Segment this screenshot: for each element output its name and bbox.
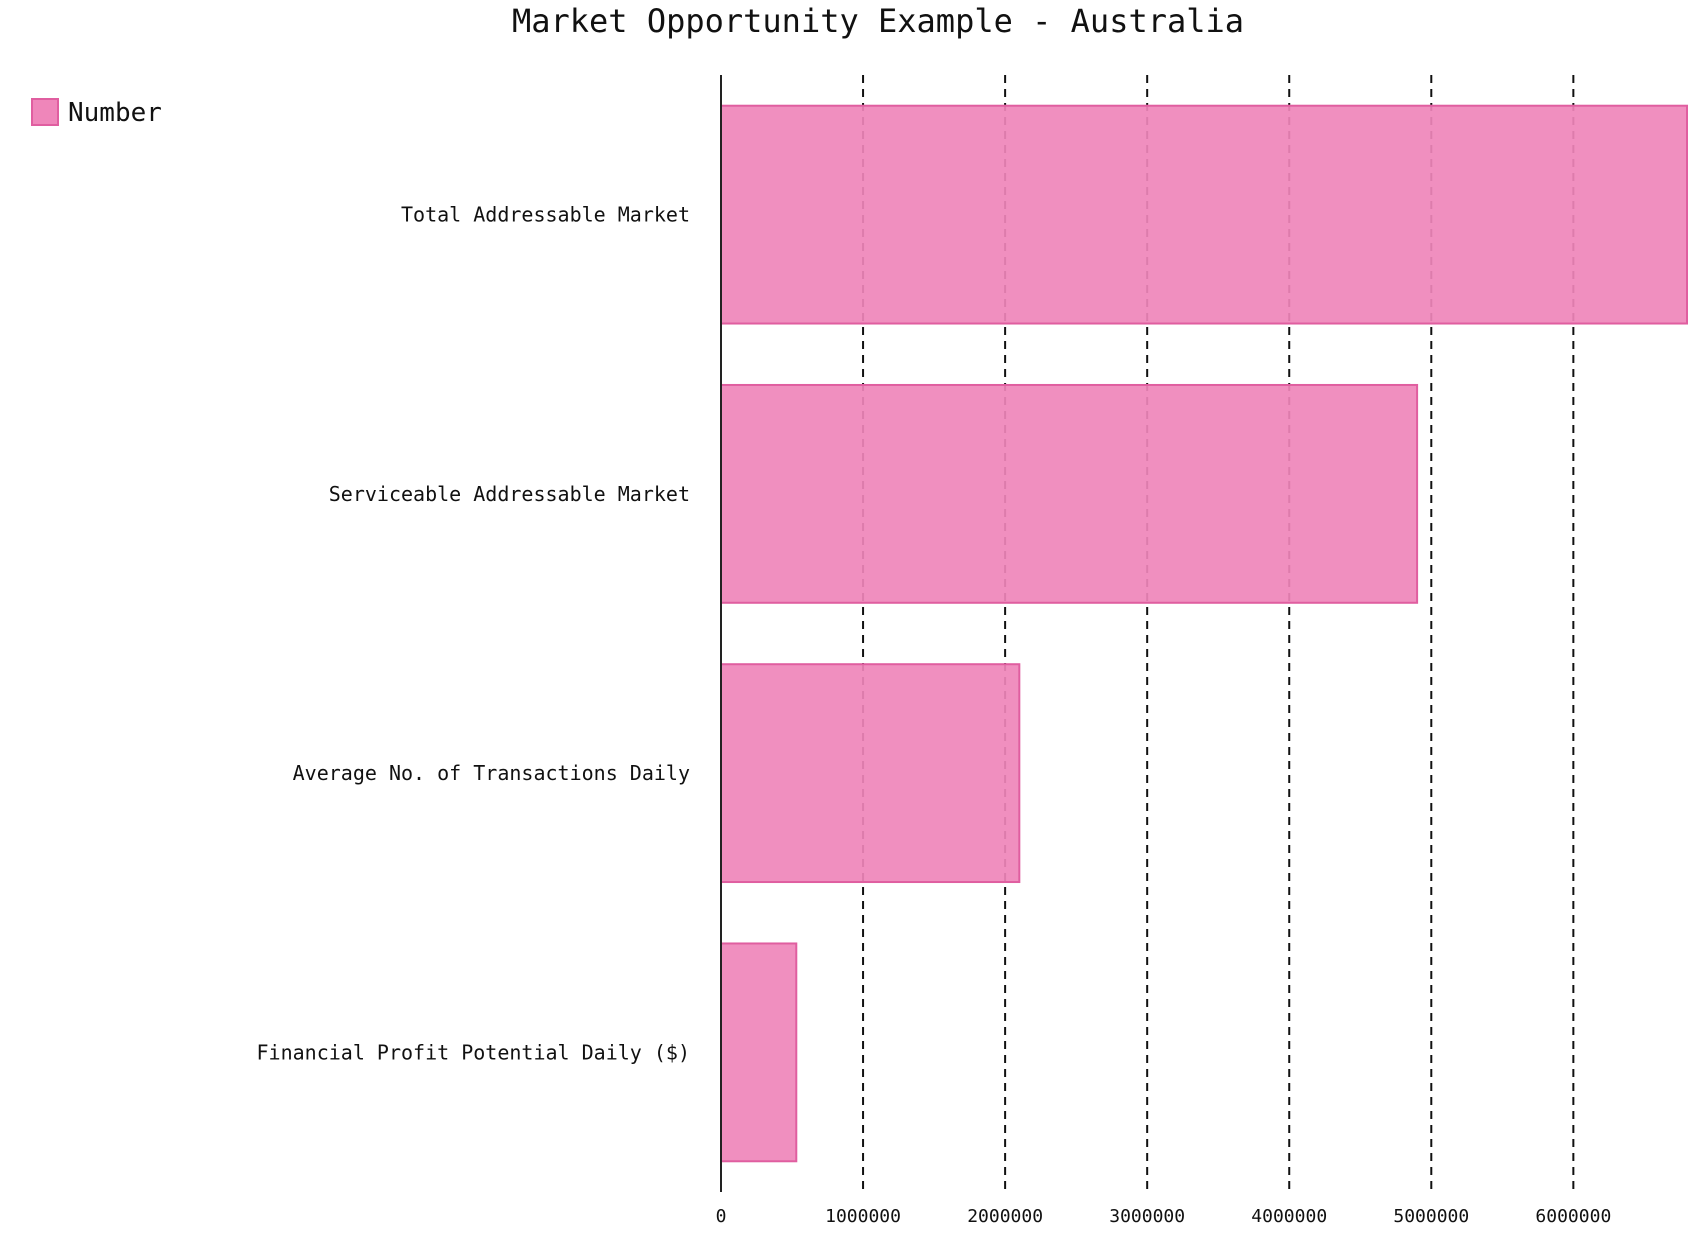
category-label-3: Average No. of Transactions Daily [293, 761, 690, 785]
bar-3 [720, 663, 1021, 884]
x-tick-label-4000000: 4000000 [1251, 1206, 1327, 1227]
category-labels: Total Addressable Market Serviceable Addr… [257, 203, 690, 1065]
category-label-2: Serviceable Addressable Market [329, 482, 690, 506]
legend: Number [31, 98, 162, 128]
x-tick-label-3000000: 3000000 [1109, 1206, 1185, 1227]
x-tick-label-0: 0 [716, 1206, 727, 1227]
x-tick-label-2000000: 2000000 [967, 1206, 1043, 1227]
category-label-1: Total Addressable Market [401, 203, 690, 227]
bar-1 [720, 104, 1688, 325]
bars [720, 104, 1688, 1163]
x-tick-label-5000000: 5000000 [1393, 1206, 1469, 1227]
x-tick-label-1000000: 1000000 [825, 1206, 901, 1227]
x-tick-label-6000000: 6000000 [1535, 1206, 1611, 1227]
legend-label: Number [68, 98, 162, 128]
category-label-4: Financial Profit Potential Daily ($) [257, 1040, 690, 1064]
bar-2 [720, 383, 1419, 604]
x-tick-labels: 0 1000000 2000000 3000000 4000000 5000000 6000… [716, 1206, 1612, 1227]
legend-swatch [31, 98, 59, 126]
chart-title: Market Opportunity Example - Australia [512, 2, 1244, 40]
bar-4 [720, 942, 798, 1163]
